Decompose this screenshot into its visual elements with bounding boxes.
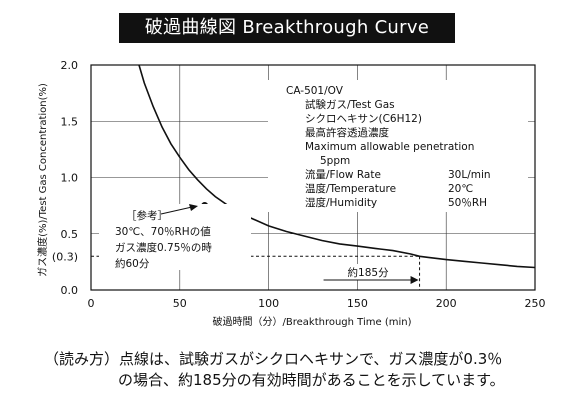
x-tick-label: 250 <box>525 297 546 310</box>
reference-note-bg <box>99 204 251 270</box>
condition-row-label: 湿度/Humidity <box>305 196 377 209</box>
caption-line-1: （読み方）点線は、試験ガスがシクロヘキサンで、ガス濃度が0.3％ <box>44 350 503 368</box>
reference-pointer-line <box>160 206 193 215</box>
condition-row-value: 50％RH <box>448 197 487 209</box>
reference-y-label: (0.3) <box>52 250 78 263</box>
condition-row-label: Maximum allowable penetration <box>305 141 474 153</box>
y-axis-label: ガス濃度(%)/Test Gas Concentration(%) <box>36 83 49 277</box>
chart-title: 破過曲線図 Breakthrough Curve <box>119 13 455 43</box>
condition-row-label: 5ppm <box>320 155 350 167</box>
reference-note: ［参考］ 30℃、70％RHの値 ガス濃度0.75％の時 約60分 <box>99 204 251 270</box>
x-tick-label: 100 <box>258 297 279 310</box>
reference-note-line-4: 約60分 <box>115 257 150 270</box>
condition-row-label: 最高許容透過濃度 <box>305 126 389 139</box>
y-tick-label: 0.0 <box>61 284 79 297</box>
reference-annotations: (0.3) 約185分 <box>52 250 421 290</box>
condition-row-label: 流量/Flow Rate <box>305 168 381 181</box>
y-tick-label: 1.0 <box>61 172 79 185</box>
condition-row-value: 30L/min <box>448 169 491 181</box>
arrow-label: 約185分 <box>348 266 390 279</box>
condition-row-label: 試験ガス/Test Gas <box>305 98 395 111</box>
condition-box-bg <box>268 80 528 212</box>
x-tick-label: 150 <box>347 297 368 310</box>
arrow-label-bg <box>325 264 418 280</box>
condition-model: CA-501/OV <box>286 85 344 97</box>
condition-row-value: 20℃ <box>448 183 473 195</box>
x-tick-label: 50 <box>173 297 187 310</box>
y-tick-label: 2.0 <box>61 59 79 72</box>
reference-note-line-2: 30℃、70％RHの値 <box>115 225 211 238</box>
y-tick-label: 1.5 <box>61 115 79 128</box>
condition-row-label: 温度/Temperature <box>305 182 396 195</box>
x-tick-label: 0 <box>88 297 95 310</box>
x-tick-label: 200 <box>436 297 457 310</box>
reference-note-line-1: ［参考］ <box>126 209 168 222</box>
reference-note-line-3: ガス濃度0.75％の時 <box>115 241 212 254</box>
x-axis-label: 破過時間（分）/Breakthrough Time (min) <box>213 315 412 328</box>
plot-frame <box>90 64 536 291</box>
breakthrough-curve <box>138 64 536 269</box>
condition-rows: 試験ガス/Test Gas シクロヘキサン(C6H12)最高許容透過濃度 Maxim… <box>305 98 491 209</box>
condition-row-label: シクロヘキサン(C6H12) <box>305 113 422 125</box>
arrow-head <box>410 276 419 284</box>
y-tick-label: 0.5 <box>61 228 79 241</box>
condition-box: CA-501/OV 試験ガス/Test Gas シクロヘキサン(C6H12)最高許… <box>268 80 528 212</box>
tick-labels: 0 50 100 150 200 250 0.0 0.5 1.0 1.5 2.0 <box>61 59 546 310</box>
caption: （読み方）点線は、試験ガスがシクロヘキサンで、ガス濃度が0.3％ の場合、約18… <box>44 349 564 391</box>
caption-line-2: の場合、約185分の有効時間があることを示しています。 <box>118 371 505 389</box>
reference-pointer-head <box>189 204 198 211</box>
